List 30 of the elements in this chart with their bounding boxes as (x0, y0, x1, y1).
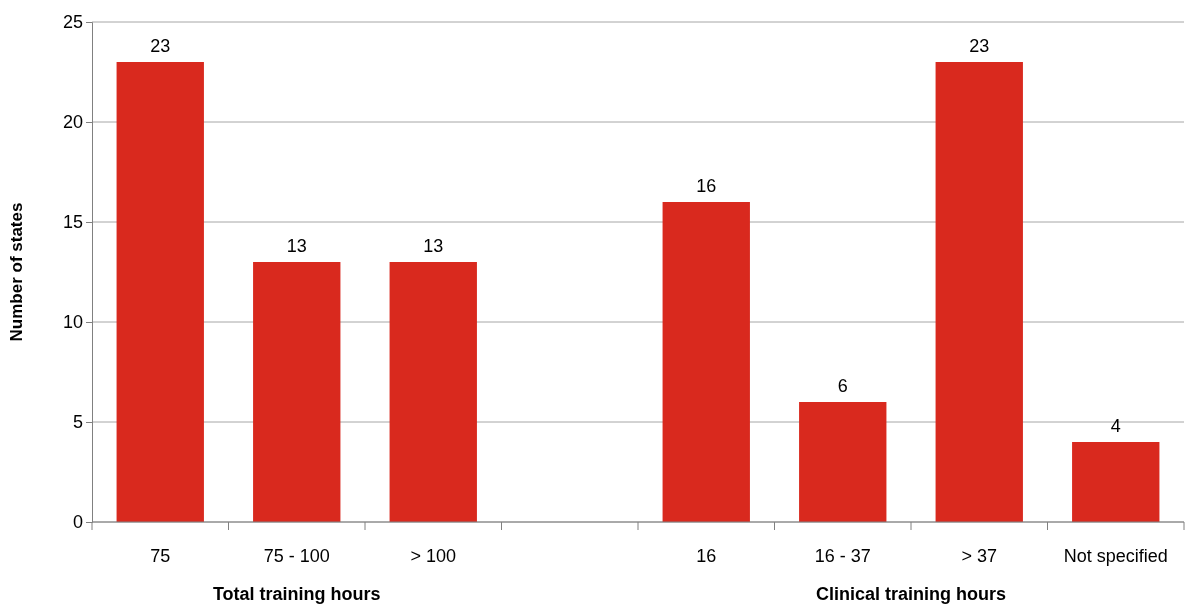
y-tick-label: 25 (62, 12, 83, 33)
bar (1072, 442, 1160, 522)
bar (253, 262, 341, 522)
data-label: 13 (286, 236, 307, 256)
y-tick-label: 15 (62, 212, 83, 233)
data-label: 16 (696, 176, 717, 196)
data-label: 23 (969, 36, 990, 56)
bar (662, 202, 750, 522)
x-tick-label: > 100 (410, 546, 457, 566)
data-label: 4 (1110, 416, 1121, 436)
y-tick-label: 20 (62, 112, 83, 133)
y-axis-title: Number of states (7, 202, 26, 342)
y-tick-label: 0 (72, 512, 83, 533)
x-tick-label: 16 - 37 (814, 546, 871, 566)
bar (799, 402, 887, 522)
data-label: 23 (150, 36, 171, 56)
x-tick-label: 75 - 100 (263, 546, 330, 566)
x-tick-label: Not specified (1063, 546, 1168, 566)
data-label: 6 (837, 376, 848, 396)
x-tick-label: 75 (150, 546, 171, 566)
data-label: 13 (423, 236, 444, 256)
bar (116, 62, 204, 522)
text: Clinical training hours (815, 584, 1007, 604)
y-tick-label: 5 (72, 412, 83, 433)
bar (935, 62, 1023, 522)
bar (389, 262, 477, 522)
text: Total training hours (212, 584, 381, 604)
y-tick-label: 10 (62, 312, 83, 333)
x-tick-label: > 37 (961, 546, 998, 566)
x-tick-label: 16 (696, 546, 717, 566)
